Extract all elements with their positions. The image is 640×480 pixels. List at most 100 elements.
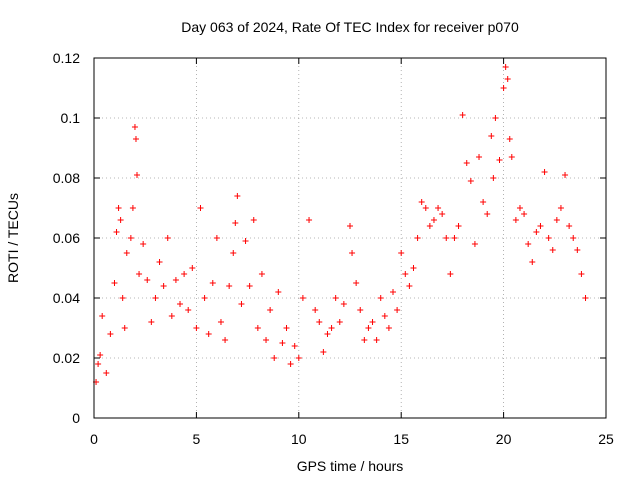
data-point — [418, 199, 425, 205]
x-tick-label: 20 — [496, 431, 512, 447]
data-point — [349, 250, 356, 256]
data-point — [447, 271, 454, 277]
data-point — [402, 271, 409, 277]
data-point — [168, 313, 175, 319]
data-point — [320, 349, 327, 355]
y-tick-label: 0.02 — [53, 350, 80, 366]
data-point — [508, 154, 515, 160]
data-point — [553, 217, 560, 223]
data-point — [250, 217, 257, 223]
y-tick-label: 0.1 — [61, 110, 81, 126]
data-point — [545, 235, 552, 241]
data-point — [504, 76, 511, 82]
data-point — [283, 325, 290, 331]
y-tick-labels: 0 0.02 0.04 0.06 0.08 0.1 0.12 — [53, 50, 80, 426]
y-tick-label: 0.06 — [53, 230, 80, 246]
data-point — [189, 265, 196, 271]
data-point — [172, 277, 179, 283]
data-point — [234, 193, 241, 199]
data-point — [451, 235, 458, 241]
data-point — [136, 271, 143, 277]
data-point — [111, 280, 118, 286]
data-point — [459, 112, 466, 118]
data-point — [566, 223, 573, 229]
data-point — [324, 331, 331, 337]
data-point — [117, 217, 124, 223]
data-point — [476, 154, 483, 160]
data-point — [557, 205, 564, 211]
data-point — [574, 247, 581, 253]
data-point — [160, 283, 167, 289]
y-tick-label: 0 — [72, 410, 80, 426]
data-point — [258, 271, 265, 277]
y-tick-label: 0.12 — [53, 50, 80, 66]
data-point — [488, 133, 495, 139]
data-point — [121, 325, 128, 331]
chart-title: Day 063 of 2024, Rate Of TEC Index for r… — [181, 19, 519, 35]
data-point — [365, 325, 372, 331]
data-point — [369, 319, 376, 325]
data-point — [287, 361, 294, 367]
x-axis-label: GPS time / hours — [297, 458, 404, 474]
data-point — [439, 211, 446, 217]
data-point — [422, 205, 429, 211]
data-point — [549, 247, 556, 253]
data-point — [152, 295, 159, 301]
data-point — [140, 241, 147, 247]
data-point — [578, 271, 585, 277]
data-point — [340, 301, 347, 307]
data-point — [406, 283, 413, 289]
x-tick-label: 5 — [193, 431, 201, 447]
data-point — [521, 211, 528, 217]
data-point — [230, 250, 237, 256]
data-point — [99, 313, 106, 319]
data-point — [541, 169, 548, 175]
data-point — [217, 319, 224, 325]
data-point — [506, 136, 513, 142]
data-point — [332, 295, 339, 301]
data-point — [537, 223, 544, 229]
data-point — [177, 301, 184, 307]
data-point — [263, 337, 270, 343]
data-point — [467, 178, 474, 184]
data-point — [185, 307, 192, 313]
data-point — [377, 295, 384, 301]
y-tick-label: 0.08 — [53, 170, 80, 186]
data-point — [410, 265, 417, 271]
data-point — [129, 205, 136, 211]
data-point — [271, 355, 278, 361]
data-point — [197, 205, 204, 211]
data-point — [492, 115, 499, 121]
data-point — [484, 211, 491, 217]
data-point — [222, 337, 229, 343]
data-point — [306, 217, 313, 223]
data-point — [232, 220, 239, 226]
data-point — [562, 172, 569, 178]
data-point — [529, 259, 536, 265]
data-point — [103, 370, 110, 376]
data-point — [205, 331, 212, 337]
data-point — [291, 343, 298, 349]
data-point — [570, 235, 577, 241]
data-point — [132, 136, 139, 142]
data-point — [336, 319, 343, 325]
x-tick-label: 0 — [90, 431, 98, 447]
x-tick-labels: 0 5 10 15 20 25 — [90, 431, 614, 447]
data-point — [394, 307, 401, 313]
x-tick-label: 10 — [291, 431, 307, 447]
data-point — [123, 250, 130, 256]
y-tick-label: 0.04 — [53, 290, 80, 306]
data-point — [533, 229, 540, 235]
data-point — [131, 124, 138, 130]
x-tick-label: 25 — [598, 431, 614, 447]
data-point — [226, 283, 233, 289]
data-point — [398, 250, 405, 256]
data-point — [193, 325, 200, 331]
data-point — [443, 235, 450, 241]
data-point — [279, 340, 286, 346]
data-point — [490, 175, 497, 181]
data-point — [267, 307, 274, 313]
data-point — [582, 295, 589, 301]
data-point — [113, 229, 120, 235]
